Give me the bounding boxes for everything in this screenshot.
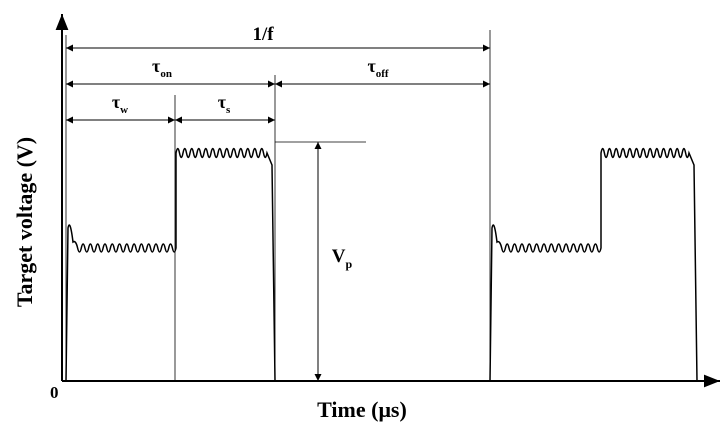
period-label: 1/f [252, 24, 274, 45]
pulse-waveform-1 [65, 147, 276, 382]
tau-on-label: τon [152, 56, 172, 80]
origin-label: 0 [50, 383, 59, 402]
tau-off-label: τoff [367, 56, 388, 80]
x-axis-label: Time (μs) [317, 397, 407, 422]
vp-label: Vp [332, 246, 353, 271]
tau-s-label: τs [218, 92, 231, 116]
pulse-waveform-2 [489, 147, 698, 382]
tau-w-label: τw [112, 92, 128, 116]
y-axis-label: Target voltage (V) [12, 137, 37, 307]
